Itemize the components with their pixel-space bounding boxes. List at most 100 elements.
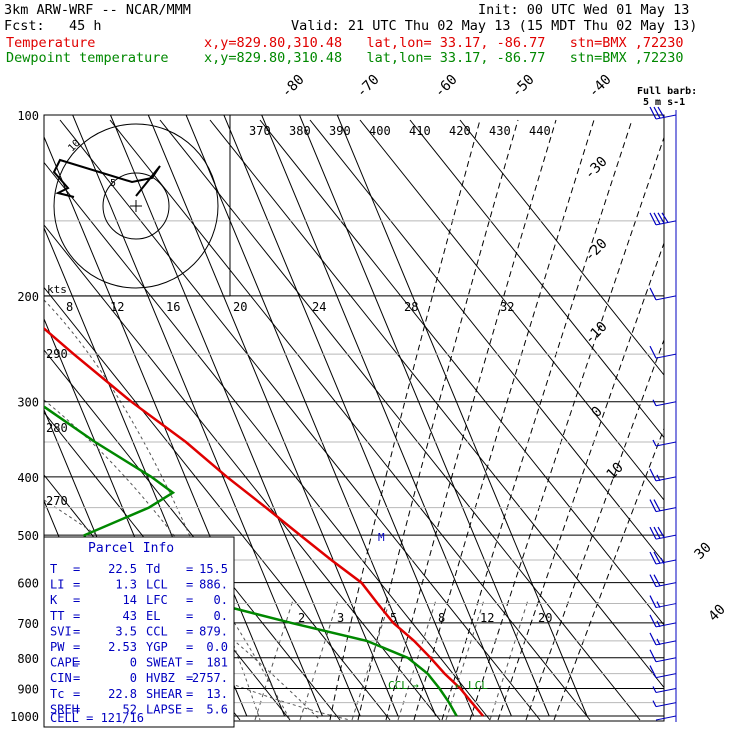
parcel-eq: = xyxy=(73,562,80,576)
parcel-value: 886. xyxy=(199,578,228,592)
isotherm xyxy=(336,115,588,717)
moist-adiabat xyxy=(469,135,664,721)
parcel-label: CIN xyxy=(50,671,72,685)
dry-adiabat xyxy=(459,119,664,376)
parcel-eq: = xyxy=(186,687,193,701)
theta-label-left: 280 xyxy=(46,421,68,435)
barb-staff xyxy=(655,114,677,120)
parcel-value: 0. xyxy=(214,609,228,623)
isotherm-label-right: 30 xyxy=(692,540,715,563)
pressure-label-1000: 1000 xyxy=(10,710,39,724)
theta-label: 390 xyxy=(329,124,351,138)
barb-flag xyxy=(653,106,661,119)
wind-barb xyxy=(652,439,677,447)
barb-flag xyxy=(649,345,657,359)
theta-e-label: 16 xyxy=(166,300,180,314)
barb-flag xyxy=(649,468,657,482)
barb-half xyxy=(656,620,661,628)
isotherm-label-right: -10 xyxy=(582,319,611,348)
barb-staff xyxy=(655,441,677,447)
wind-barbs xyxy=(649,106,677,722)
moist-adiabat xyxy=(525,338,664,721)
dry-adiabat xyxy=(209,119,664,689)
wind-barb xyxy=(652,399,677,407)
theta-e-label: 8 xyxy=(66,300,73,314)
parcel-eq: = xyxy=(73,624,80,638)
mixing-ratio-label: 8 xyxy=(438,611,445,625)
parcel-label: YGP xyxy=(146,640,168,654)
parcel-value: 22.5 xyxy=(108,562,137,576)
parcel-eq: = xyxy=(186,656,193,670)
wind-barb xyxy=(649,468,677,482)
theta-label: 400 xyxy=(369,124,391,138)
parcel-value: 52 xyxy=(123,702,137,716)
barb-half xyxy=(656,474,661,482)
barb-flag xyxy=(657,106,665,118)
wind-barb xyxy=(649,665,677,679)
wind-barb xyxy=(652,686,677,693)
dry-adiabat xyxy=(159,119,641,721)
barb-staff xyxy=(655,702,677,708)
barb-staff xyxy=(655,688,677,693)
wind-barb xyxy=(649,574,677,588)
isotherm xyxy=(44,135,286,717)
theta-label: 430 xyxy=(489,124,511,138)
barb-flag xyxy=(649,106,657,120)
parcel-eq: = xyxy=(186,702,193,716)
theta-e-label: 32 xyxy=(500,300,514,314)
parcel-cell: CELL = 121/16 xyxy=(50,711,144,725)
parcel-value: 15.5 xyxy=(199,562,228,576)
dry-adiabat xyxy=(409,119,664,439)
dry-adiabat xyxy=(59,119,541,721)
isotherm xyxy=(223,115,475,717)
barb-half xyxy=(652,399,657,407)
temperature-location-info: x,y=829.80,310.48 lat,lon= 33.17, -86.77… xyxy=(204,35,684,51)
barb-staff xyxy=(655,401,677,407)
parcel-label: LI xyxy=(50,578,64,592)
barb-half xyxy=(660,557,665,565)
pressure-label-800: 800 xyxy=(17,652,39,666)
barb-flag xyxy=(653,574,661,587)
parcel-label: Tc xyxy=(50,687,64,701)
wind-barb xyxy=(649,345,677,359)
barb-flag xyxy=(649,632,657,646)
moist-adiabat xyxy=(329,119,481,721)
hodograph-units: kts xyxy=(47,283,67,296)
parcel-value: 14 xyxy=(123,593,137,607)
barb-staff xyxy=(655,534,677,540)
barb-flag xyxy=(653,499,661,512)
parcel-label: TT xyxy=(50,609,64,623)
barb-flag xyxy=(649,499,657,512)
model-title: 3km ARW-WRF -- NCAR/MMM xyxy=(4,2,191,18)
barb-legend-title: Full barb: xyxy=(637,86,697,97)
parcel-eq: = xyxy=(186,562,193,576)
wind-barb xyxy=(649,212,677,226)
pressure-label-400: 400 xyxy=(17,471,39,485)
barb-flag xyxy=(657,526,665,538)
isotherm-label-right: 0 xyxy=(589,404,606,421)
barb-flag xyxy=(661,212,669,223)
barb-half xyxy=(652,700,657,707)
parcel-value: 0 xyxy=(130,671,137,685)
barb-staff xyxy=(655,673,677,679)
dry-adiabat xyxy=(309,119,664,564)
pressure-label-600: 600 xyxy=(17,577,39,591)
barb-flag xyxy=(649,614,657,628)
hodograph-ring-label-inner: 5 xyxy=(110,178,116,189)
wind-barb xyxy=(649,551,677,565)
parcel-value: 1.3 xyxy=(115,578,137,592)
dry-adiabat xyxy=(44,224,441,721)
marker-m: M xyxy=(378,531,385,544)
isotherm xyxy=(261,115,512,717)
parcel-eq: = xyxy=(73,702,80,716)
pressure-label-100: 100 xyxy=(17,109,39,123)
wind-barb xyxy=(649,499,677,513)
wind-barb xyxy=(655,715,677,721)
theta-label-left: 270 xyxy=(46,494,68,508)
plot-border xyxy=(43,114,665,722)
barb-flag xyxy=(649,526,657,540)
moist-adiabat xyxy=(553,427,664,721)
parcel-value: 2.53 xyxy=(108,640,137,654)
barb-staff xyxy=(655,582,677,588)
barb-flag xyxy=(649,551,657,565)
